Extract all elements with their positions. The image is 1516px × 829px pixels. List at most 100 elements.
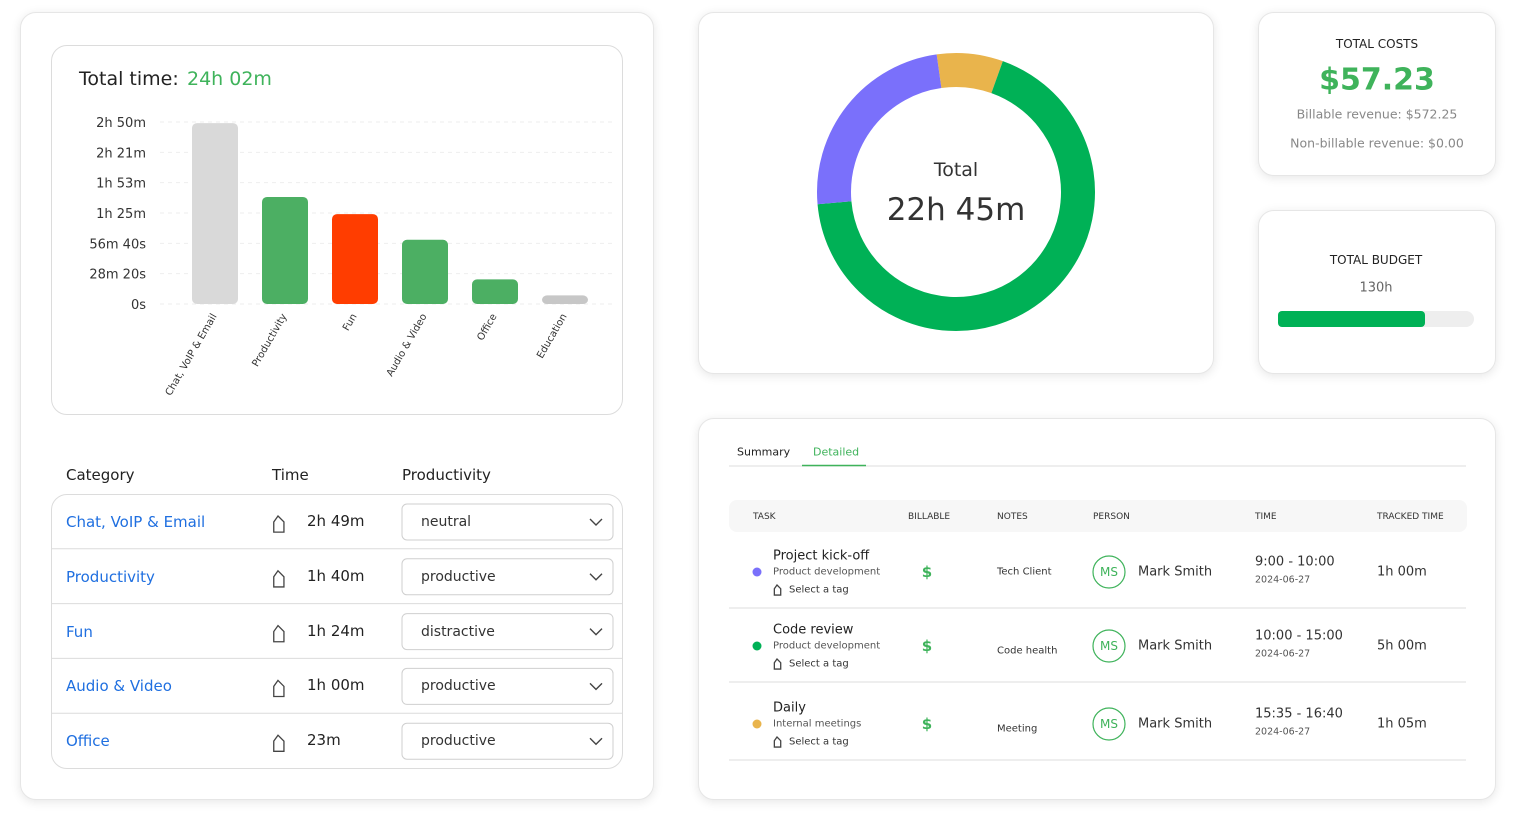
y-tick-label: 2h 50m: [96, 116, 146, 131]
category-link[interactable]: Audio & Video: [66, 677, 172, 696]
productivity-select[interactable]: [401, 722, 614, 760]
productivity-select[interactable]: [401, 613, 614, 651]
tab[interactable]: Detailed: [813, 445, 860, 459]
category-link[interactable]: Productivity: [66, 567, 155, 586]
bar-chart-card: [51, 45, 623, 415]
productivity-value[interactable]: distractive: [421, 623, 495, 640]
productivity-value[interactable]: productive: [421, 568, 496, 585]
chevron: [589, 682, 603, 691]
task-name: Daily: [773, 700, 806, 716]
task-name: Code review: [773, 622, 854, 638]
chevron: [589, 737, 603, 746]
donut-segment: [936, 53, 1003, 94]
productivity-select[interactable]: [401, 667, 614, 705]
task-date: 2024-06-27: [1255, 574, 1311, 586]
y-tick-label: 0s: [131, 298, 146, 313]
bar: [332, 214, 378, 304]
x-tick-label: Chat, VoIP & Email: [164, 312, 220, 398]
tag-icon: [273, 624, 285, 643]
task-name: Project kick-off: [773, 548, 870, 564]
table-header: Category: [66, 466, 135, 484]
chevron: [589, 518, 603, 526]
tag-icon: [773, 735, 782, 748]
table-header: Time: [272, 466, 309, 484]
tag-select[interactable]: Select a tag: [789, 584, 849, 596]
task-project: Internal meetings: [773, 718, 862, 730]
bar: [192, 123, 238, 304]
avatar: [1092, 707, 1126, 741]
category-link[interactable]: Fun: [66, 622, 93, 641]
category-time: 1h 24m: [307, 621, 365, 640]
person-name: Mark Smith: [1138, 638, 1213, 654]
donut-label: Total: [933, 159, 979, 181]
chart-subtitle: 24h 02m: [187, 68, 272, 90]
productivity-value[interactable]: productive: [421, 733, 496, 750]
tracked-time: 1h 00m: [1377, 564, 1427, 580]
person-name: Mark Smith: [1138, 564, 1213, 580]
category-time: 23m: [307, 731, 341, 750]
y-tick-label: 2h 21m: [96, 146, 146, 161]
y-tick-label: 1h 25m: [96, 207, 146, 222]
costs-amount: $57.23: [1319, 62, 1435, 98]
person-name: Mark Smith: [1138, 716, 1213, 732]
x-tick-label: Productivity: [250, 312, 289, 369]
avatar-initials: MS: [1100, 639, 1118, 653]
productivity-value[interactable]: productive: [421, 678, 496, 695]
bar: [542, 295, 588, 304]
tasks-header: TRACKED TIME: [1377, 512, 1444, 522]
y-tick-label: 1h 53m: [96, 177, 146, 192]
task-date: 2024-06-27: [1255, 726, 1311, 738]
chart-title: Total time:: [79, 68, 179, 90]
category-link[interactable]: Office: [66, 732, 110, 751]
tag-select[interactable]: Select a tag: [789, 736, 849, 748]
tag-select[interactable]: Select a tag: [789, 658, 849, 670]
x-tick-label: Audio & Video: [385, 312, 430, 379]
task-project: Product development: [773, 640, 881, 652]
donut-total: 22h 45m: [886, 192, 1026, 228]
tag-icon: [773, 657, 782, 670]
task-notes: Meeting: [997, 723, 1038, 735]
tasks-header-band: [729, 500, 1467, 532]
bar: [262, 196, 308, 304]
progress-fill: [1278, 311, 1425, 327]
tracked-time: 5h 00m: [1377, 638, 1427, 654]
x-tick-label: Office: [475, 312, 499, 343]
avatar-initials: MS: [1100, 717, 1118, 731]
tasks-header: TIME: [1255, 512, 1277, 522]
tasks-header: PERSON: [1093, 512, 1130, 522]
y-tick-label: 56m 40s: [89, 237, 146, 252]
avatar: [1092, 555, 1126, 589]
budget-amount: 130h: [1359, 280, 1393, 296]
tasks-card: [698, 418, 1496, 800]
billable-icon: $: [921, 563, 933, 581]
avatar: [1092, 629, 1126, 663]
tag-icon: [273, 569, 285, 588]
avatar-initials: MS: [1100, 565, 1118, 579]
bar: [402, 239, 448, 304]
chevron: [589, 628, 603, 636]
time-range: 10:00 - 15:00: [1255, 628, 1343, 644]
time-range: 9:00 - 10:00: [1255, 554, 1335, 570]
donut-segment: [817, 61, 1095, 331]
tracked-time: 1h 05m: [1377, 716, 1427, 732]
budget-title: TOTAL BUDGET: [1329, 253, 1423, 267]
productivity-select[interactable]: [401, 558, 614, 596]
tab[interactable]: Summary: [737, 445, 791, 459]
chevron: [589, 573, 603, 581]
bar: [472, 279, 518, 304]
task-notes: Tech Client: [997, 566, 1052, 578]
productivity-value[interactable]: neutral: [421, 514, 472, 530]
category-link[interactable]: Chat, VoIP & Email: [66, 513, 206, 531]
x-tick-label: Education: [535, 312, 569, 361]
productivity-select[interactable]: [401, 503, 614, 541]
tag-icon: [273, 514, 285, 533]
time-range: 15:35 - 16:40: [1255, 706, 1343, 722]
tag-icon: [273, 734, 285, 752]
tasks-header: NOTES: [997, 512, 1028, 522]
billable-icon: $: [921, 637, 933, 655]
task-dot: [752, 641, 762, 651]
category-time: 1h 00m: [307, 676, 365, 695]
budget-card: [1258, 210, 1496, 374]
tag-icon: [273, 679, 285, 698]
